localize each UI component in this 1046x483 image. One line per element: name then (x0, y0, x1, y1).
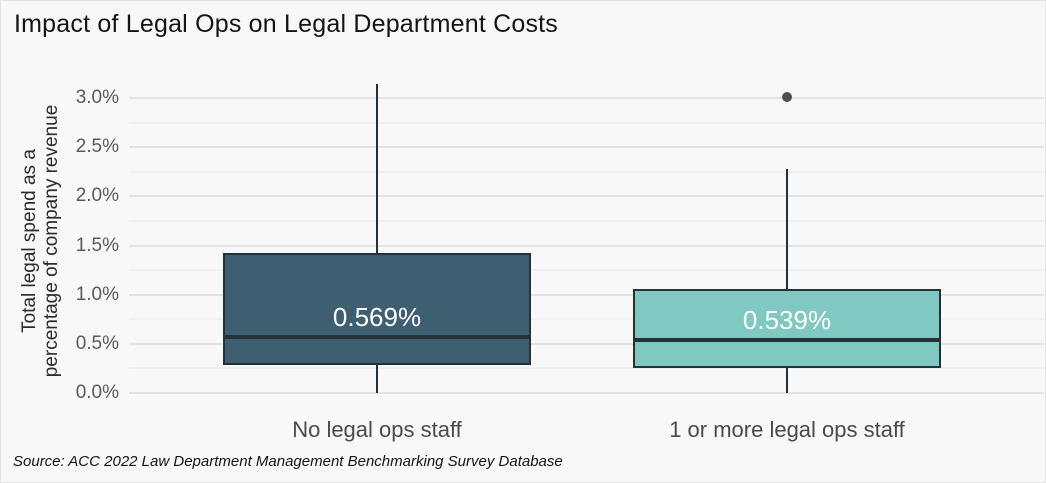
y-axis-title-line-1: Total legal spend as a (19, 149, 40, 333)
source-note: Source: ACC 2022 Law Department Manageme… (13, 453, 563, 470)
median-value-label: 0.569% (332, 302, 422, 333)
y-tick-label: 3.0% (75, 87, 119, 108)
y-tick-label: 2.0% (75, 185, 119, 207)
median-value-label: 0.539% (742, 305, 832, 335)
gridline-major (129, 195, 1044, 198)
boxplot-median-line (223, 335, 531, 340)
x-category-label: No legal ops staff (292, 417, 462, 442)
gridline-minor (129, 219, 1044, 222)
gridline-major (129, 392, 1044, 394)
gridline-minor (129, 269, 1044, 272)
outlier-point (782, 92, 792, 103)
gridline-major (129, 244, 1044, 247)
boxplot-whisker (376, 84, 378, 393)
boxplot-box (223, 253, 531, 366)
y-tick-label: 1.0% (75, 283, 119, 305)
gridline-major (129, 293, 1044, 296)
chart-title: Impact of Legal Ops on Legal Department … (14, 10, 559, 38)
gridline-major (129, 342, 1044, 345)
gridline-minor (129, 367, 1044, 370)
x-category-label: 1 or more legal ops staff (669, 417, 905, 442)
gridline-major (129, 97, 1044, 99)
y-tick-label: 0.0% (75, 382, 119, 403)
gridline-minor (129, 318, 1044, 321)
y-tick-label: 0.5% (75, 332, 119, 354)
boxplot-median-line (633, 338, 941, 342)
gridline-minor (129, 121, 1044, 124)
boxplot-box (633, 288, 941, 369)
gridline-minor (129, 170, 1044, 173)
y-tick-label: 1.5% (75, 234, 119, 256)
boxplot-whisker (786, 168, 788, 393)
gridline-major (129, 146, 1044, 149)
y-tick-label: 2.5% (75, 136, 119, 158)
